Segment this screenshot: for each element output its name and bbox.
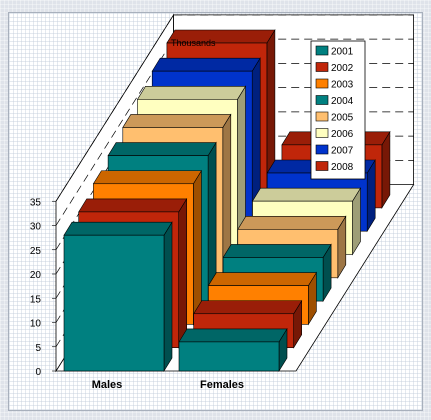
legend-swatch bbox=[315, 95, 329, 105]
y-tick-label: 15 bbox=[30, 294, 42, 305]
legend-label: 2001 bbox=[331, 47, 354, 58]
bar-top bbox=[63, 221, 173, 236]
bar-front bbox=[63, 234, 165, 372]
legend-box bbox=[310, 40, 366, 180]
legend-swatch bbox=[315, 62, 329, 72]
bar-side bbox=[193, 169, 202, 326]
y-tick-label: 20 bbox=[30, 270, 42, 281]
gridline bbox=[55, 38, 414, 226]
bar bbox=[178, 327, 288, 373]
legend-label: 2008 bbox=[331, 162, 354, 173]
bar-top bbox=[193, 300, 303, 315]
legend-label: 2005 bbox=[331, 113, 354, 124]
unit-label: Thousands bbox=[171, 38, 216, 48]
y-tick-label: 10 bbox=[30, 319, 42, 330]
legend-swatch bbox=[315, 45, 329, 56]
legend-swatch bbox=[315, 128, 329, 138]
legend-swatch bbox=[315, 144, 329, 155]
legend-label: 2002 bbox=[331, 63, 354, 74]
legend-swatch bbox=[315, 161, 329, 171]
bar-top bbox=[136, 86, 247, 100]
legend: 2001 2002 2003 2004 2005 2006 2007 2008 bbox=[310, 40, 366, 180]
bar bbox=[63, 221, 173, 373]
bar-top bbox=[78, 198, 188, 213]
legend-label: 2003 bbox=[331, 80, 354, 91]
y-tick-label: 25 bbox=[30, 246, 42, 257]
bar-top bbox=[92, 170, 202, 185]
y-tick-label: 0 bbox=[35, 367, 41, 378]
bar-top bbox=[222, 244, 332, 258]
y-tick-label: 30 bbox=[30, 222, 42, 233]
bar-side bbox=[178, 197, 187, 349]
x-tick-label: Males bbox=[92, 379, 123, 391]
bar-top bbox=[122, 114, 232, 128]
chart-frame: 0 5 10 15 20 25 30 35 Males Females Thousands 20… bbox=[8, 12, 423, 411]
legend-swatch bbox=[315, 111, 329, 122]
legend-label: 2007 bbox=[331, 146, 354, 157]
bar-chart-3d: 0 5 10 15 20 25 30 35 Males Females Thousands 20… bbox=[30, 13, 415, 391]
bar-top bbox=[207, 272, 317, 286]
legend-label: 2006 bbox=[331, 129, 354, 140]
bar-top bbox=[107, 142, 217, 156]
x-tick-label: Females bbox=[200, 379, 244, 391]
gridline bbox=[55, 14, 414, 202]
bar-top bbox=[251, 187, 362, 202]
bar-side bbox=[163, 221, 173, 373]
legend-swatch bbox=[315, 78, 329, 89]
legend-label: 2004 bbox=[331, 96, 354, 107]
y-tick-label: 5 bbox=[35, 343, 41, 354]
bar-front bbox=[178, 341, 280, 372]
bar-top bbox=[237, 216, 347, 230]
y-tick-label: 35 bbox=[30, 197, 42, 208]
bar-top bbox=[151, 57, 261, 72]
bar-top bbox=[178, 328, 288, 343]
